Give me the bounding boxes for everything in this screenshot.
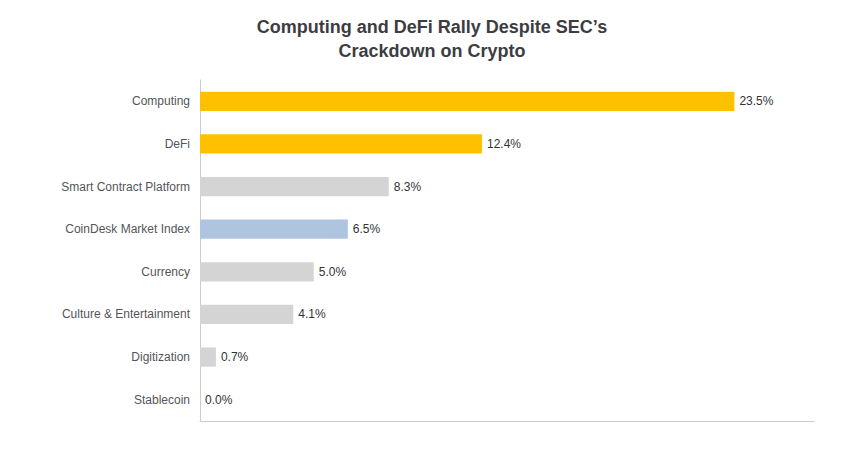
svg-text:5.0%: 5.0% <box>319 265 347 279</box>
svg-text:CoinDesk Market Index: CoinDesk Market Index <box>65 222 190 236</box>
svg-text:Culture & Entertainment: Culture & Entertainment <box>62 307 191 321</box>
svg-text:0.7%: 0.7% <box>221 350 249 364</box>
svg-text:4.1%: 4.1% <box>298 307 326 321</box>
svg-text:8.3%: 8.3% <box>394 180 422 194</box>
svg-text:12.4%: 12.4% <box>487 137 521 151</box>
svg-text:Stablecoin: Stablecoin <box>134 393 190 407</box>
svg-text:0.0%: 0.0% <box>205 393 233 407</box>
svg-text:6.5%: 6.5% <box>353 222 381 236</box>
svg-text:DeFi: DeFi <box>165 137 190 151</box>
svg-text:23.5%: 23.5% <box>739 94 773 108</box>
svg-text:Currency: Currency <box>141 265 190 279</box>
svg-text:Crackdown on Crypto: Crackdown on Crypto <box>338 41 525 61</box>
svg-text:Computing and DeFi Rally Despi: Computing and DeFi Rally Despite SEC’s <box>257 17 607 37</box>
svg-text:Digitization: Digitization <box>131 350 190 364</box>
svg-text:Smart Contract Platform: Smart Contract Platform <box>61 180 190 194</box>
svg-text:Computing: Computing <box>132 94 190 108</box>
